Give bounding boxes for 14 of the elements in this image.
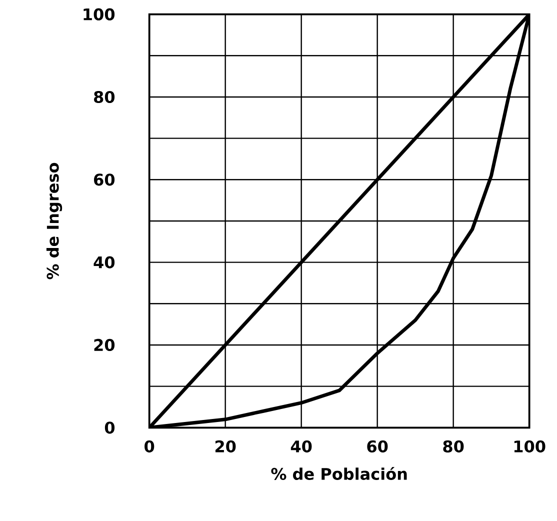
x-axis-title: % de Población — [271, 466, 407, 480]
y-axis-title: % de Ingreso — [46, 162, 62, 280]
y-tick-label: 40 — [94, 256, 115, 268]
x-tick-label: 40 — [290, 440, 312, 452]
y-tick-label: 60 — [94, 174, 115, 186]
y-tick-label: 100 — [84, 8, 115, 20]
x-tick-label: 20 — [215, 440, 236, 452]
x-tick-label: 100 — [514, 440, 546, 452]
x-tick-label: 80 — [443, 440, 464, 452]
x-tick-label: 0 — [144, 440, 154, 452]
y-tick-label: 0 — [104, 422, 115, 434]
y-tick-label: 20 — [94, 338, 115, 352]
x-tick-label: 60 — [367, 440, 388, 452]
y-tick-label: 80 — [94, 90, 115, 104]
